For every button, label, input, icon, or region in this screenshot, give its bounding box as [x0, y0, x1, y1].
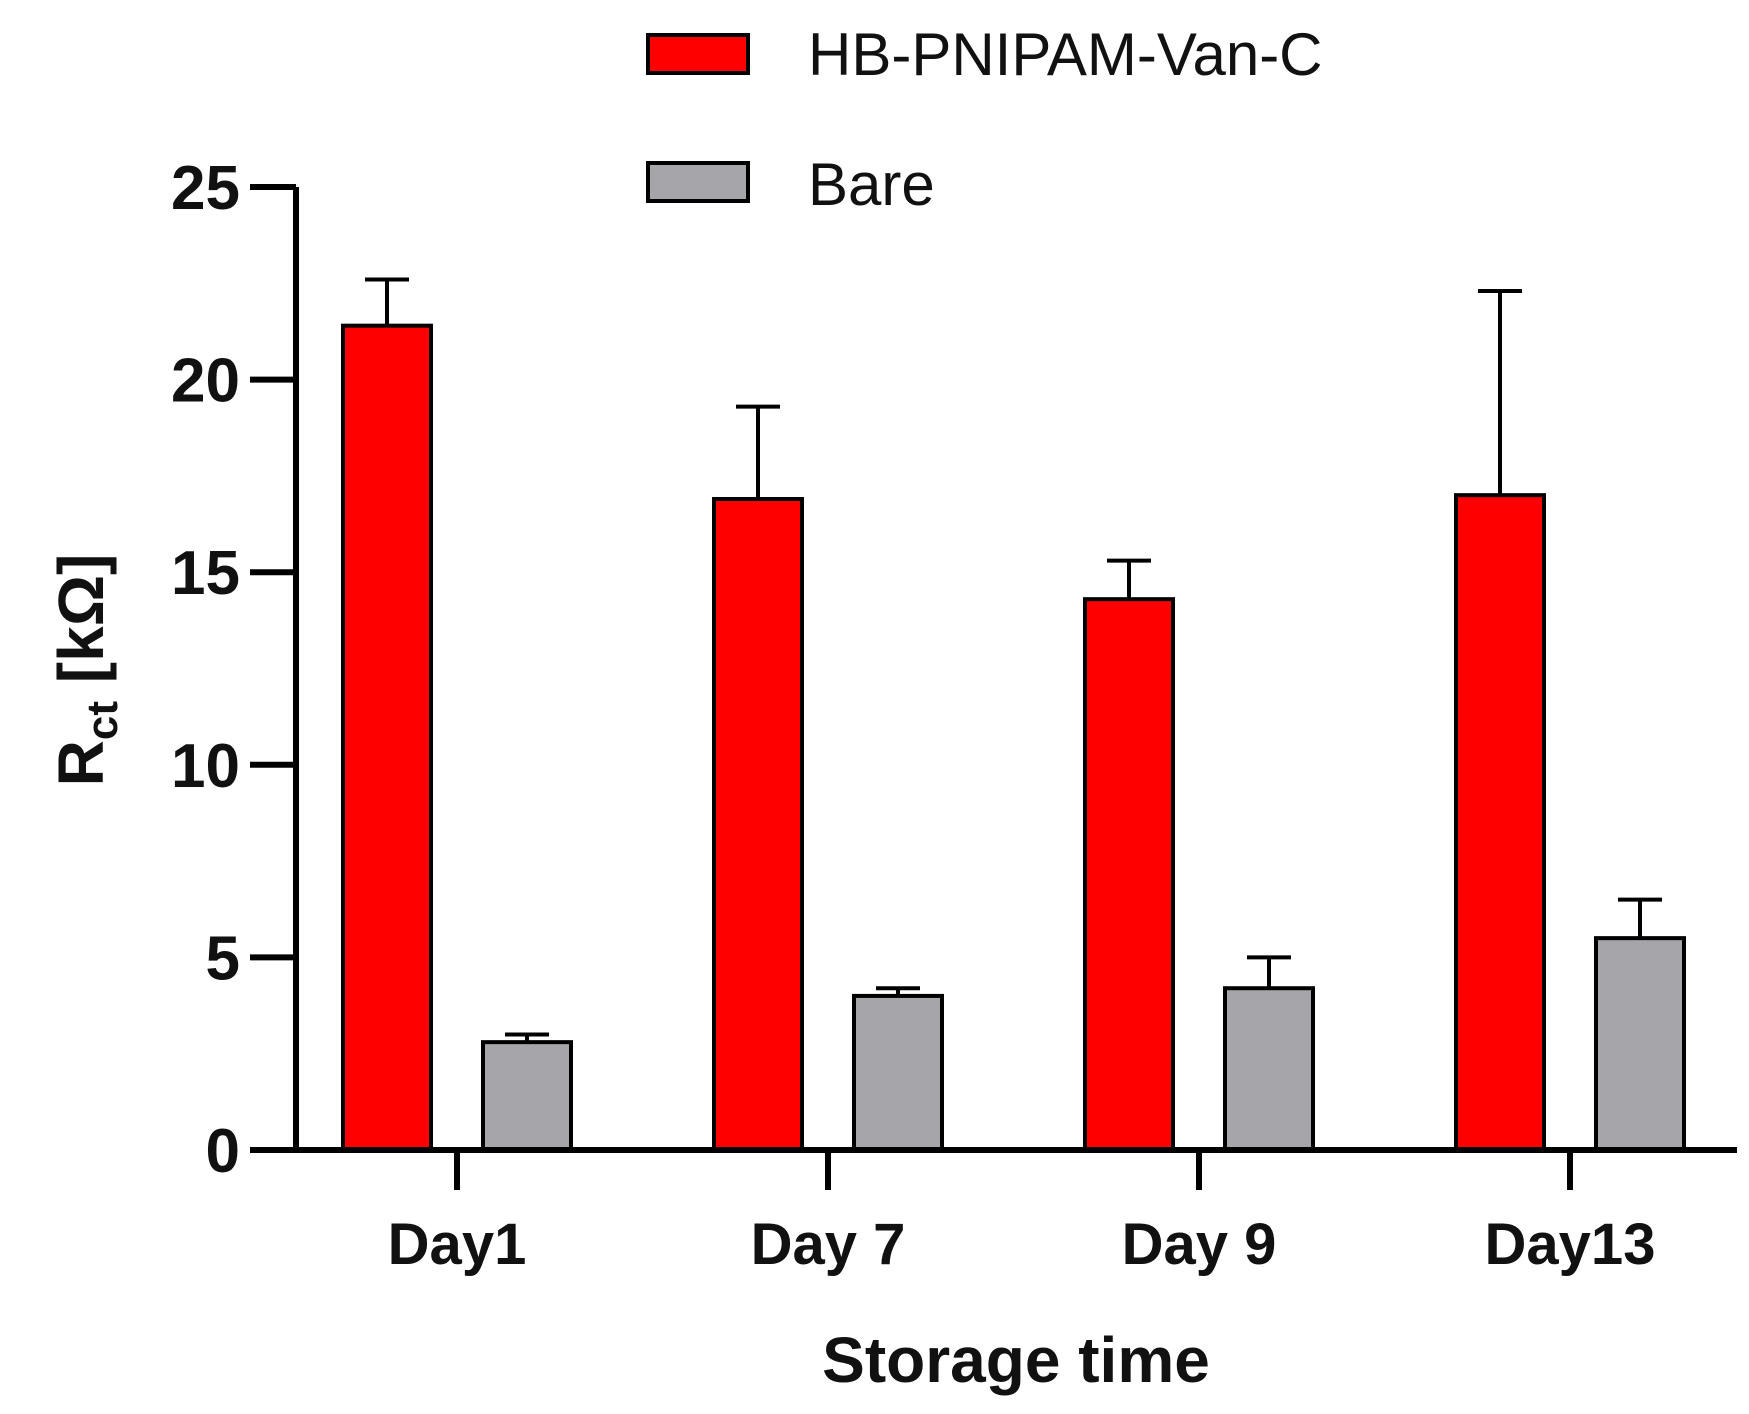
y-tick-label: 25 [171, 154, 240, 223]
axes [250, 187, 1737, 1153]
legend-label-bare: Bare [808, 151, 935, 218]
bar-2-1 [1223, 986, 1315, 1152]
x-tick-label: Day 7 [751, 1212, 906, 1277]
x-tick-label: Day 9 [1122, 1212, 1277, 1277]
y-axis-title-unit: [kΩ] [45, 554, 117, 701]
y-ticks: 0 5 10 15 20 25 [171, 154, 296, 1186]
y-axis-title: Rct [kΩ] [45, 554, 127, 787]
legend-swatch-hb-pnipam [646, 33, 750, 75]
x-axis-title: Storage time [822, 1324, 1210, 1396]
x-tick-label: Day1 [388, 1212, 527, 1277]
bar-2-0 [1083, 597, 1175, 1152]
y-tick-label: 15 [171, 539, 240, 608]
bar-3-0 [1454, 493, 1546, 1153]
legend-swatch-bare [646, 161, 750, 203]
x-ticks: Day1 Day 7 Day 9 Day13 [388, 1150, 1656, 1277]
y-axis-title-main: R [45, 740, 117, 786]
legend: HB-PNIPAM-Van-C Bare [646, 21, 1323, 218]
y-tick-label: 10 [171, 732, 240, 801]
y-tick-label: 20 [171, 347, 240, 416]
bar-3-1 [1594, 936, 1686, 1153]
bar-1-0 [712, 497, 804, 1152]
y-tick-label: 0 [206, 1117, 240, 1186]
bar-1-1 [852, 993, 944, 1152]
legend-label-hb-pnipam: HB-PNIPAM-Van-C [808, 21, 1323, 88]
y-tick-label: 5 [206, 924, 240, 993]
x-tick-label: Day13 [1485, 1212, 1656, 1277]
bars-layer [341, 277, 1686, 1153]
y-axis-title-sub: ct [78, 701, 127, 740]
bar-0-0 [341, 323, 433, 1152]
bar-0-1 [481, 1040, 573, 1153]
